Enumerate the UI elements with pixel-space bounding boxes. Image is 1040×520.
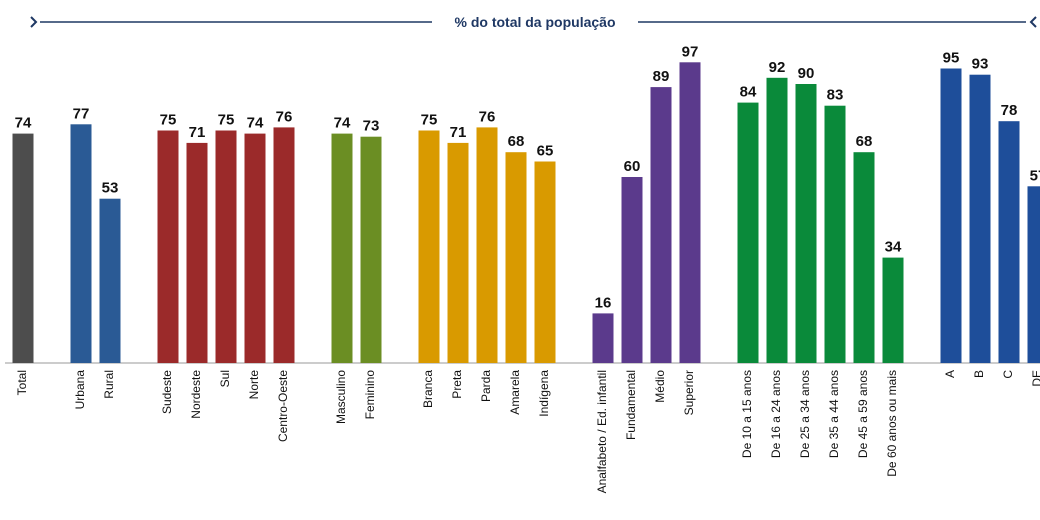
bar — [795, 84, 817, 363]
bar — [418, 130, 440, 363]
x-tick-label: Analfabeto / Ed. infantil — [595, 370, 609, 493]
x-tick-label: Preta — [450, 370, 464, 399]
bar — [331, 133, 353, 363]
x-tick-label: C — [1001, 370, 1015, 379]
value-label: 75 — [218, 112, 235, 129]
x-tick-label: Branca — [421, 370, 435, 408]
value-label: 89 — [653, 68, 670, 85]
value-label: 97 — [682, 43, 699, 60]
bar — [940, 68, 962, 363]
x-tick-label: Indígena — [537, 370, 551, 417]
bar — [360, 136, 382, 363]
value-label: 93 — [972, 56, 989, 73]
bar — [273, 127, 295, 364]
chevron — [1029, 16, 1037, 28]
x-tick-label: De 10 a 15 anos — [740, 370, 754, 458]
chevron — [30, 16, 38, 28]
bar — [244, 133, 266, 363]
x-tick-label: De 60 anos ou mais — [885, 370, 899, 477]
x-tick-label: Parda — [479, 370, 493, 402]
x-tick-label: A — [943, 370, 957, 378]
value-label: 76 — [479, 108, 496, 125]
x-tick-label: Urbana — [73, 370, 87, 410]
x-tick-label: Norte — [247, 370, 261, 400]
value-label: 95 — [943, 50, 960, 67]
bar — [853, 152, 875, 363]
x-tick-label: Amarela — [508, 370, 522, 415]
x-tick-label: Masculino — [334, 370, 348, 424]
value-label: 68 — [508, 133, 525, 150]
bar — [186, 142, 208, 363]
value-label: 34 — [885, 239, 902, 256]
x-tick-label: Médio — [653, 370, 667, 403]
bar — [476, 127, 498, 364]
value-label: 90 — [798, 65, 815, 82]
value-label: 74 — [334, 115, 351, 132]
value-label: 76 — [276, 108, 293, 125]
value-label: 78 — [1001, 102, 1018, 119]
value-label: 83 — [827, 87, 844, 104]
value-label: 73 — [363, 118, 380, 135]
bar — [12, 133, 34, 363]
x-tick-label: De 45 a 59 anos — [856, 370, 870, 458]
bar — [70, 124, 92, 363]
value-label: 75 — [160, 112, 177, 129]
x-tick-label: Fundamental — [624, 370, 638, 440]
bar — [824, 105, 846, 363]
value-label: 71 — [189, 124, 206, 141]
bar — [969, 74, 991, 363]
bar — [882, 257, 904, 363]
bar — [157, 130, 179, 363]
bar — [998, 121, 1020, 363]
bar — [505, 152, 527, 363]
value-label: 74 — [15, 115, 32, 132]
value-label: 74 — [247, 115, 264, 132]
value-label: 53 — [102, 180, 119, 197]
bar — [592, 313, 614, 363]
value-label: 60 — [624, 158, 641, 175]
bar — [766, 77, 788, 364]
bar — [99, 198, 121, 363]
x-tick-label: DE — [1030, 370, 1040, 387]
x-tick-label: Superior — [682, 370, 696, 415]
x-tick-label: De 16 a 24 anos — [769, 370, 783, 458]
x-tick-label: Feminino — [363, 370, 377, 420]
x-tick-label: Rural — [102, 370, 116, 399]
bar — [1027, 186, 1040, 363]
x-tick-label: Nordeste — [189, 370, 203, 419]
value-label: 65 — [537, 143, 554, 160]
x-tick-label: Total — [15, 370, 29, 395]
chart-title: % do total da população — [454, 14, 615, 30]
bar — [447, 142, 469, 363]
bar — [650, 87, 672, 363]
x-tick-label: De 35 a 44 anos — [827, 370, 841, 458]
value-label: 57 — [1030, 167, 1040, 184]
bar — [679, 62, 701, 364]
x-tick-label: Centro-Oeste — [276, 370, 290, 442]
bar — [737, 102, 759, 363]
value-label: 68 — [856, 133, 873, 150]
value-label: 16 — [595, 294, 612, 311]
value-label: 84 — [740, 84, 757, 101]
value-label: 75 — [421, 112, 438, 129]
value-label: 77 — [73, 105, 90, 122]
x-tick-label: De 25 a 34 anos — [798, 370, 812, 458]
bar — [621, 177, 643, 363]
value-label: 92 — [769, 59, 786, 76]
x-tick-label: B — [972, 370, 986, 378]
bar — [534, 161, 556, 363]
bar — [215, 130, 237, 363]
value-label: 71 — [450, 124, 467, 141]
x-tick-label: Sudeste — [160, 370, 174, 414]
x-tick-label: Sul — [218, 370, 232, 387]
